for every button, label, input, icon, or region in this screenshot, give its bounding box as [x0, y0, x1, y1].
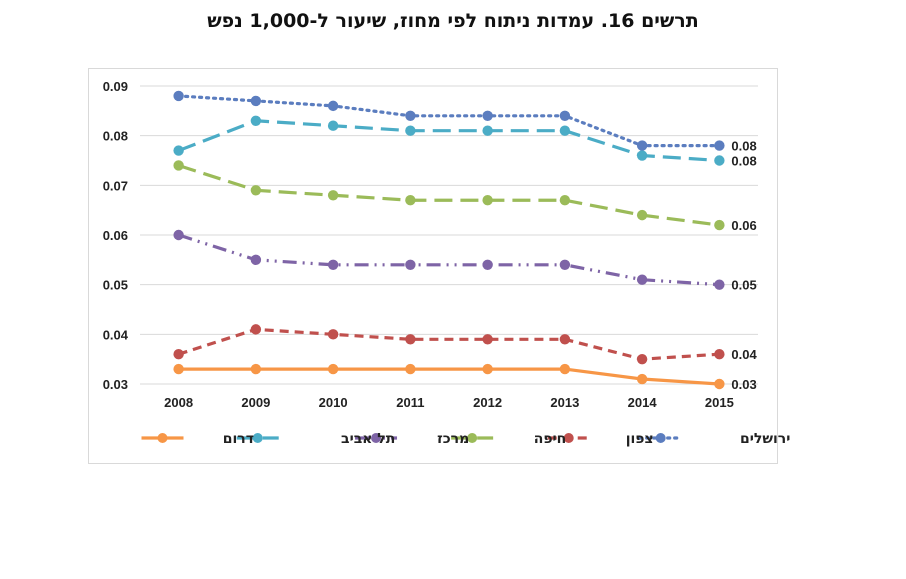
- data-point: [327, 100, 339, 112]
- legend-marker: [563, 433, 574, 443]
- x-tick-label: 2012: [473, 395, 502, 410]
- data-point: [405, 195, 416, 206]
- data-point: [559, 334, 571, 345]
- x-tick-label: 2015: [705, 395, 734, 410]
- legend-label: תל אביב: [341, 431, 395, 447]
- x-tick-label: 2008: [164, 395, 193, 410]
- data-point: [636, 209, 648, 221]
- data-point: [482, 259, 493, 270]
- data-point: [250, 95, 262, 107]
- data-point: [636, 373, 648, 385]
- legend-label: ירושלים: [740, 431, 790, 447]
- data-point: [250, 115, 262, 126]
- series-line-4: [178, 119, 720, 163]
- data-point: [482, 110, 493, 122]
- x-tick-label: 2011: [396, 395, 424, 410]
- legend-marker: [467, 433, 478, 443]
- y-tick-label: 0.03: [103, 377, 128, 392]
- data-point: [173, 229, 184, 241]
- data-point: [250, 254, 262, 266]
- x-tick-label: 2009: [241, 395, 270, 410]
- data-point: [482, 125, 493, 136]
- data-point: [405, 334, 416, 345]
- data-point: [327, 363, 339, 375]
- data-point: [173, 90, 184, 102]
- data-point: [636, 140, 648, 151]
- y-tick-label: 0.09: [103, 79, 128, 94]
- legend-label: צפון: [626, 431, 654, 447]
- data-point: [559, 363, 571, 375]
- data-point: [636, 150, 648, 161]
- end-data-label: 0.04: [731, 347, 757, 362]
- x-tick-label: 2010: [319, 395, 348, 410]
- data-point: [173, 363, 184, 375]
- data-point: [327, 259, 339, 270]
- data-point: [559, 110, 571, 122]
- y-tick-label: 0.06: [103, 228, 128, 243]
- legend-label: חיפה: [534, 431, 567, 447]
- data-point: [250, 185, 262, 196]
- data-point: [714, 140, 725, 151]
- end-data-label: 0.06: [731, 218, 756, 233]
- y-tick-label: 0.05: [103, 278, 128, 293]
- data-point: [327, 190, 339, 201]
- data-point: [482, 334, 493, 345]
- data-point: [714, 279, 725, 290]
- data-point: [405, 363, 416, 375]
- chart-frame: [88, 68, 778, 464]
- data-point: [714, 378, 725, 390]
- data-point: [405, 110, 416, 122]
- data-point: [482, 195, 493, 206]
- data-point: [327, 120, 339, 131]
- series-line-2: [178, 163, 720, 227]
- data-point: [173, 145, 184, 156]
- data-point: [714, 349, 725, 360]
- data-point: [714, 219, 725, 231]
- data-point: [405, 259, 416, 270]
- end-data-label: 0.03: [731, 377, 756, 392]
- data-point: [327, 329, 339, 340]
- legend-marker: [252, 433, 263, 443]
- data-point: [173, 349, 184, 360]
- data-point: [714, 155, 725, 166]
- data-point: [636, 274, 648, 285]
- data-point: [559, 125, 571, 136]
- legend-label: מרכז: [437, 431, 469, 447]
- x-tick-label: 2013: [550, 395, 579, 410]
- series-line-1: [178, 327, 720, 361]
- data-point: [405, 125, 416, 136]
- data-point: [559, 195, 571, 206]
- series-line-5: [178, 367, 720, 386]
- data-point: [173, 160, 184, 171]
- data-point: [636, 353, 648, 365]
- end-data-label: 0.05: [731, 278, 756, 293]
- y-tick-label: 0.07: [103, 178, 128, 193]
- data-point: [250, 363, 262, 375]
- legend-marker: [655, 433, 666, 443]
- legend-label: דרום: [223, 431, 254, 447]
- series-line-0: [177, 94, 721, 148]
- end-data-label: 0.08: [731, 154, 756, 169]
- chart-title: תרשים 16. עמדות ניתוח לפי מחוז, שיעור ל-…: [207, 10, 699, 32]
- x-tick-label: 2014: [628, 395, 658, 410]
- end-data-label: 0.08: [731, 139, 756, 154]
- legend-marker: [157, 433, 168, 443]
- legend-marker: [371, 433, 382, 443]
- data-point: [482, 363, 493, 375]
- y-tick-label: 0.04: [103, 327, 129, 342]
- data-point: [250, 324, 262, 335]
- y-tick-label: 0.08: [103, 129, 128, 144]
- data-point: [559, 259, 571, 270]
